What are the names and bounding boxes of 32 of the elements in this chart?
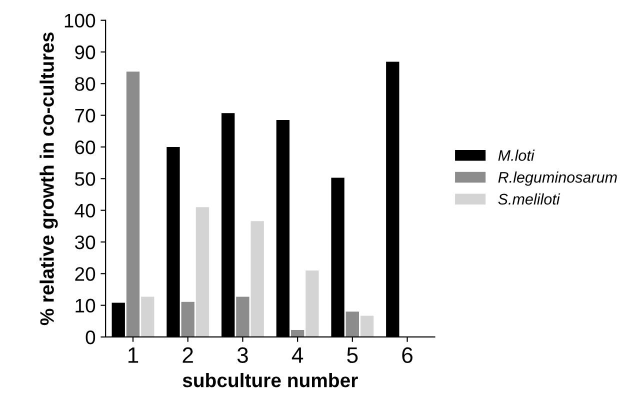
y-tick-label: 10: [76, 298, 96, 313]
y-tick-label: 70: [75, 108, 96, 123]
bar: [236, 296, 250, 337]
y-tick-label: 80: [75, 77, 96, 91]
y-tick-label: 90: [75, 45, 96, 60]
y-tick-label: 30: [74, 235, 96, 250]
bar: [250, 221, 264, 337]
bar: [181, 302, 194, 337]
bar: [346, 312, 359, 337]
bar: [290, 330, 304, 337]
bar: [126, 72, 140, 337]
bar: [360, 316, 374, 337]
x-tick-label: 2: [182, 347, 193, 363]
y-tick-label: 100: [64, 14, 96, 28]
y-tick-label: 0: [86, 330, 96, 344]
legend-label: R.leguminosarum: [498, 172, 617, 186]
x-axis-title: subculture number: [182, 372, 358, 388]
x-tick-label: 6: [402, 347, 412, 364]
x-tick-label: 1: [128, 348, 138, 363]
y-tick-label: 20: [75, 267, 96, 281]
y-tick-label: 60: [75, 140, 96, 154]
legend-label: M.loti: [498, 150, 535, 161]
bar: [306, 270, 319, 337]
y-tick-label: 50: [75, 172, 96, 186]
x-tick-label: 4: [292, 348, 304, 363]
x-tick-label: 5: [347, 348, 358, 364]
x-tick-label: 3: [237, 347, 248, 364]
bar: [141, 296, 154, 337]
y-axis-title: % relative growth in co-cultures: [40, 32, 58, 326]
legend-label: S.meliloti: [498, 193, 560, 205]
y-tick-label: 40: [74, 204, 96, 218]
bar: [196, 207, 210, 337]
